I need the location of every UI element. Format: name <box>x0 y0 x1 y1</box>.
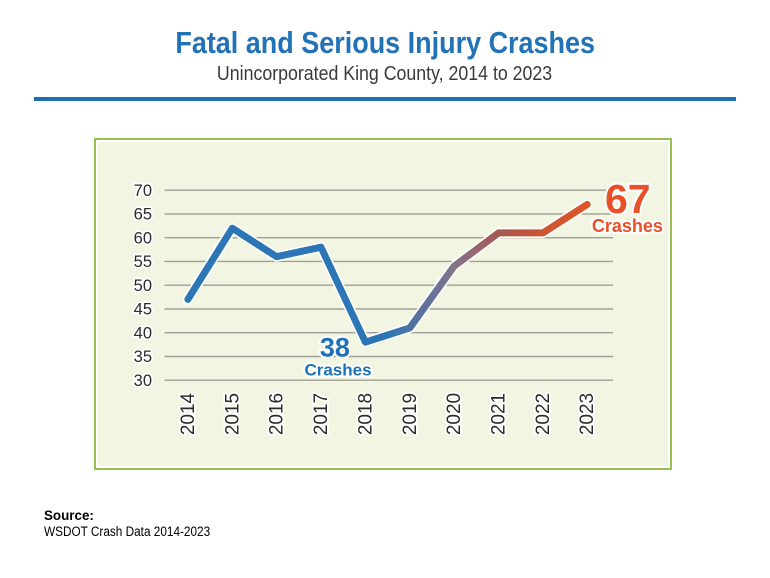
svg-text:30: 30 <box>134 372 152 390</box>
svg-text:65: 65 <box>134 206 152 224</box>
svg-text:2021: 2021 <box>489 393 510 435</box>
svg-text:2020: 2020 <box>444 393 465 435</box>
svg-text:38: 38 <box>320 333 350 363</box>
svg-text:60: 60 <box>134 229 152 247</box>
svg-text:55: 55 <box>134 253 152 271</box>
svg-text:2015: 2015 <box>222 393 243 435</box>
svg-text:2014: 2014 <box>178 392 199 435</box>
svg-text:2023: 2023 <box>577 393 598 435</box>
svg-text:Crashes: Crashes <box>304 360 371 379</box>
svg-text:Crashes: Crashes <box>592 216 663 236</box>
svg-text:50: 50 <box>134 277 152 295</box>
svg-text:70: 70 <box>134 182 152 200</box>
svg-text:2022: 2022 <box>533 393 554 435</box>
svg-text:45: 45 <box>134 301 152 319</box>
svg-text:2019: 2019 <box>400 393 421 435</box>
svg-text:40: 40 <box>134 324 152 342</box>
svg-text:35: 35 <box>134 348 152 366</box>
svg-text:2018: 2018 <box>355 393 376 435</box>
svg-text:2017: 2017 <box>311 393 332 435</box>
svg-text:2016: 2016 <box>267 393 288 435</box>
svg-text:67: 67 <box>605 176 651 222</box>
